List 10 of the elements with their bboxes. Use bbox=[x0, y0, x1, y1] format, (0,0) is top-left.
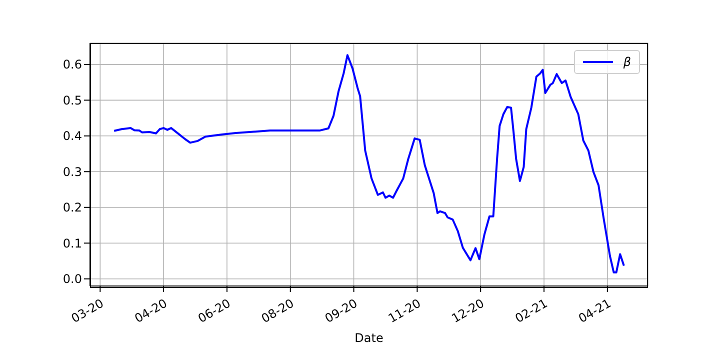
y-tick-label: 0.6 bbox=[62, 58, 82, 72]
line-series bbox=[113, 54, 625, 274]
y-tick-label: 0.3 bbox=[62, 164, 82, 179]
y-tick-label: 0.1 bbox=[62, 236, 82, 250]
x-axis-title: Date bbox=[354, 331, 384, 345]
y-tick-label: 0.5 bbox=[62, 93, 82, 108]
y-tick-label: 0.4 bbox=[62, 129, 82, 144]
y-tick-label: 0.2 bbox=[62, 200, 82, 215]
legend-label: β bbox=[623, 55, 631, 69]
y-tick-label: 0.0 bbox=[62, 272, 82, 286]
